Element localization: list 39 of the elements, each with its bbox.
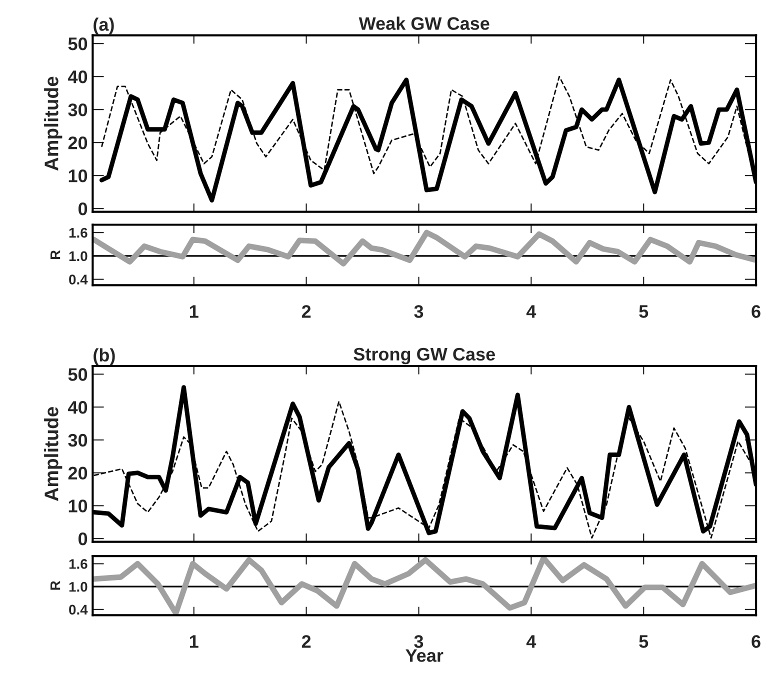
y-axis-title: R [50,580,60,590]
x-tick-label: 6 [752,635,760,648]
y-tick-label: 0 [78,532,88,546]
y-tick-label: 50 [68,37,88,50]
text: (b) [94,348,115,366]
y-tick-label: 40 [68,70,88,84]
chart-title: Strong GW Case [354,348,495,364]
x-tick-label: 4 [526,305,536,318]
y-tick-label: 1.6 [69,559,88,569]
x-tick-label: 4 [526,635,536,648]
y-tick-label: 0 [78,202,88,216]
y-tick-label: 50 [68,368,88,381]
text: (a) [94,18,114,34]
y-tick-label: 10 [68,500,88,512]
y-axis-title: Amplitude [44,407,62,501]
x-tick-label: 2 [302,305,311,318]
y-tick-label: 10 [68,169,88,182]
y-axis-title: Amplitude [44,76,62,171]
y-axis-title: R [50,250,60,260]
x-tick-label: 1 [190,305,198,318]
y-tick-label: 20 [68,136,88,150]
y-tick-label: 1.0 [69,251,88,262]
x-tick-label: 3 [414,305,424,318]
y-tick-label: 40 [68,401,88,414]
x-tick-label: 2 [302,635,311,648]
x-tick-label: 5 [639,635,648,648]
y-tick-label: 0.4 [69,274,88,284]
y-tick-label: 20 [68,466,88,480]
x-tick-label: 5 [639,305,648,318]
y-tick-label: 1.6 [69,228,88,238]
x-tick-label: 3 [414,635,424,648]
y-tick-label: 1.0 [69,582,88,592]
x-tick-label: 6 [752,305,760,318]
y-tick-label: 0.4 [69,604,88,615]
y-tick-label: 30 [68,434,88,447]
y-tick-label: 30 [68,103,88,116]
x-axis-title: Year [406,649,444,662]
chart-title: Weak GW Case [358,16,490,30]
x-tick-label: 1 [190,635,198,648]
